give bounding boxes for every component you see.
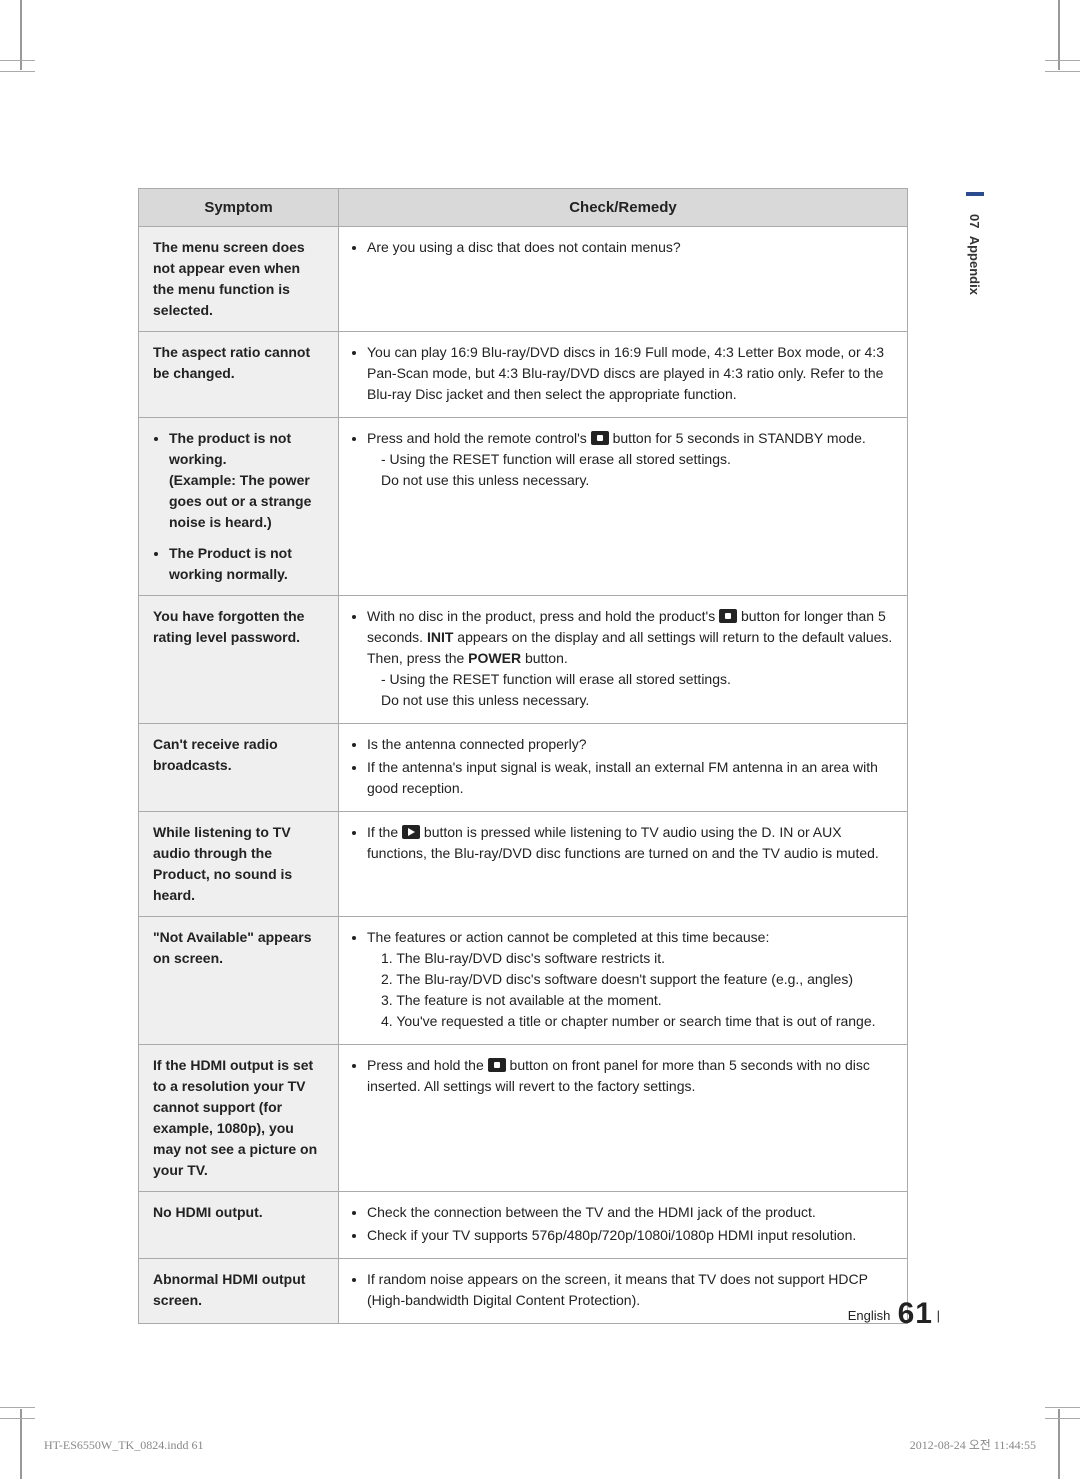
remedy-cell: The features or action cannot be complet… — [339, 917, 908, 1045]
crop-mark — [1045, 60, 1080, 72]
remedy-text: The features or action cannot be complet… — [367, 929, 769, 945]
symptom-cell: While listening to TV audio through the … — [139, 812, 339, 917]
remedy-cell: You can play 16:9 Blu-ray/DVD discs in 1… — [339, 332, 908, 418]
print-timestamp: 2012-08-24 오전 11:44:55 — [910, 1436, 1036, 1453]
header-remedy: Check/Remedy — [339, 189, 908, 227]
section-tab: 07 Appendix — [967, 214, 982, 295]
remedy-item: With no disc in the product, press and h… — [367, 606, 893, 711]
remedy-text: With no disc in the product, press and h… — [367, 608, 719, 624]
crop-mark — [0, 1407, 35, 1419]
symptom-cell: Abnormal HDMI output screen. — [139, 1259, 339, 1324]
symptom-cell: The menu screen does not appear even whe… — [139, 227, 339, 332]
table-row: Can't receive radio broadcasts. Is the a… — [139, 724, 908, 812]
remedy-bold: POWER — [468, 650, 521, 666]
table-header-row: Symptom Check/Remedy — [139, 189, 908, 227]
crop-mark — [1058, 1409, 1060, 1479]
table-row: You have forgotten the rating level pass… — [139, 596, 908, 724]
symptom-cell: If the HDMI output is set to a resolutio… — [139, 1045, 339, 1192]
symptom-cell: Can't receive radio broadcasts. — [139, 724, 339, 812]
remedy-item: Is the antenna connected properly? — [367, 734, 893, 755]
crop-mark — [20, 1409, 22, 1479]
remedy-text: Press and hold the — [367, 1057, 488, 1073]
play-icon — [402, 825, 420, 839]
remedy-cell: If random noise appears on the screen, i… — [339, 1259, 908, 1324]
remedy-cell: Press and hold the button on front panel… — [339, 1045, 908, 1192]
remedy-bold: INIT — [427, 629, 453, 645]
table-row: No HDMI output. Check the connection bet… — [139, 1192, 908, 1259]
symptom-item: The Product is not working normally. — [169, 543, 324, 585]
troubleshooting-table-container: Symptom Check/Remedy The menu screen doe… — [138, 188, 908, 1324]
remedy-item: If random noise appears on the screen, i… — [367, 1269, 893, 1311]
troubleshooting-table: Symptom Check/Remedy The menu screen doe… — [138, 188, 908, 1324]
remedy-cell: If the button is pressed while listening… — [339, 812, 908, 917]
page-footer: English 61 | — [848, 1297, 940, 1331]
symptom-cell: The aspect ratio cannot be changed. — [139, 332, 339, 418]
remedy-item: If the button is pressed while listening… — [367, 822, 893, 864]
stop-icon — [591, 431, 609, 445]
remedy-sub: 4. You've requested a title or chapter n… — [367, 1011, 893, 1032]
table-row: Abnormal HDMI output screen. If random n… — [139, 1259, 908, 1324]
remedy-cell: With no disc in the product, press and h… — [339, 596, 908, 724]
remedy-cell: Press and hold the remote control's butt… — [339, 418, 908, 596]
stop-icon — [719, 609, 737, 623]
table-row: The aspect ratio cannot be changed. You … — [139, 332, 908, 418]
remedy-item: You can play 16:9 Blu-ray/DVD discs in 1… — [367, 342, 893, 405]
remedy-text: button is pressed while listening to TV … — [367, 824, 879, 861]
remedy-text: button for 5 seconds in STANDBY mode. — [609, 430, 866, 446]
remedy-sub: Do not use this unless necessary. — [367, 690, 893, 711]
section-number: 07 — [967, 214, 982, 228]
remedy-item: Are you using a disc that does not conta… — [367, 237, 893, 258]
stop-icon — [488, 1058, 506, 1072]
footer-language: English — [848, 1308, 891, 1323]
page-number: 61 — [898, 1297, 933, 1330]
table-row: If the HDMI output is set to a resolutio… — [139, 1045, 908, 1192]
section-tab-bar — [966, 192, 984, 196]
remedy-cell: Check the connection between the TV and … — [339, 1192, 908, 1259]
table-row: The product is not working. (Example: Th… — [139, 418, 908, 596]
crop-mark — [0, 60, 35, 72]
crop-mark — [1045, 1407, 1080, 1419]
symptom-cell: You have forgotten the rating level pass… — [139, 596, 339, 724]
table-row: The menu screen does not appear even whe… — [139, 227, 908, 332]
remedy-item: The features or action cannot be complet… — [367, 927, 893, 1032]
remedy-text: If the — [367, 824, 402, 840]
remedy-sub: 1. The Blu-ray/DVD disc's software restr… — [367, 948, 893, 969]
remedy-sub: - Using the RESET function will erase al… — [367, 449, 893, 470]
section-name: Appendix — [967, 236, 982, 295]
remedy-text: button. — [521, 650, 568, 666]
remedy-item: Press and hold the remote control's butt… — [367, 428, 893, 491]
remedy-cell: Is the antenna connected properly? If th… — [339, 724, 908, 812]
remedy-sub: 2. The Blu-ray/DVD disc's software doesn… — [367, 969, 893, 990]
remedy-item: If the antenna's input signal is weak, i… — [367, 757, 893, 799]
symptom-cell: "Not Available" appears on screen. — [139, 917, 339, 1045]
remedy-cell: Are you using a disc that does not conta… — [339, 227, 908, 332]
table-row: While listening to TV audio through the … — [139, 812, 908, 917]
remedy-item: Check the connection between the TV and … — [367, 1202, 893, 1223]
remedy-text: Press and hold the remote control's — [367, 430, 591, 446]
remedy-sub: 3. The feature is not available at the m… — [367, 990, 893, 1011]
symptom-item: The product is not working. (Example: Th… — [169, 428, 324, 533]
remedy-sub: - Using the RESET function will erase al… — [367, 669, 893, 690]
table-row: "Not Available" appears on screen. The f… — [139, 917, 908, 1045]
remedy-item: Check if your TV supports 576p/480p/720p… — [367, 1225, 893, 1246]
remedy-item: Press and hold the button on front panel… — [367, 1055, 893, 1097]
header-symptom: Symptom — [139, 189, 339, 227]
symptom-cell: No HDMI output. — [139, 1192, 339, 1259]
print-filename: HT-ES6550W_TK_0824.indd 61 — [44, 1438, 204, 1453]
symptom-cell: The product is not working. (Example: Th… — [139, 418, 339, 596]
remedy-sub: Do not use this unless necessary. — [367, 470, 893, 491]
